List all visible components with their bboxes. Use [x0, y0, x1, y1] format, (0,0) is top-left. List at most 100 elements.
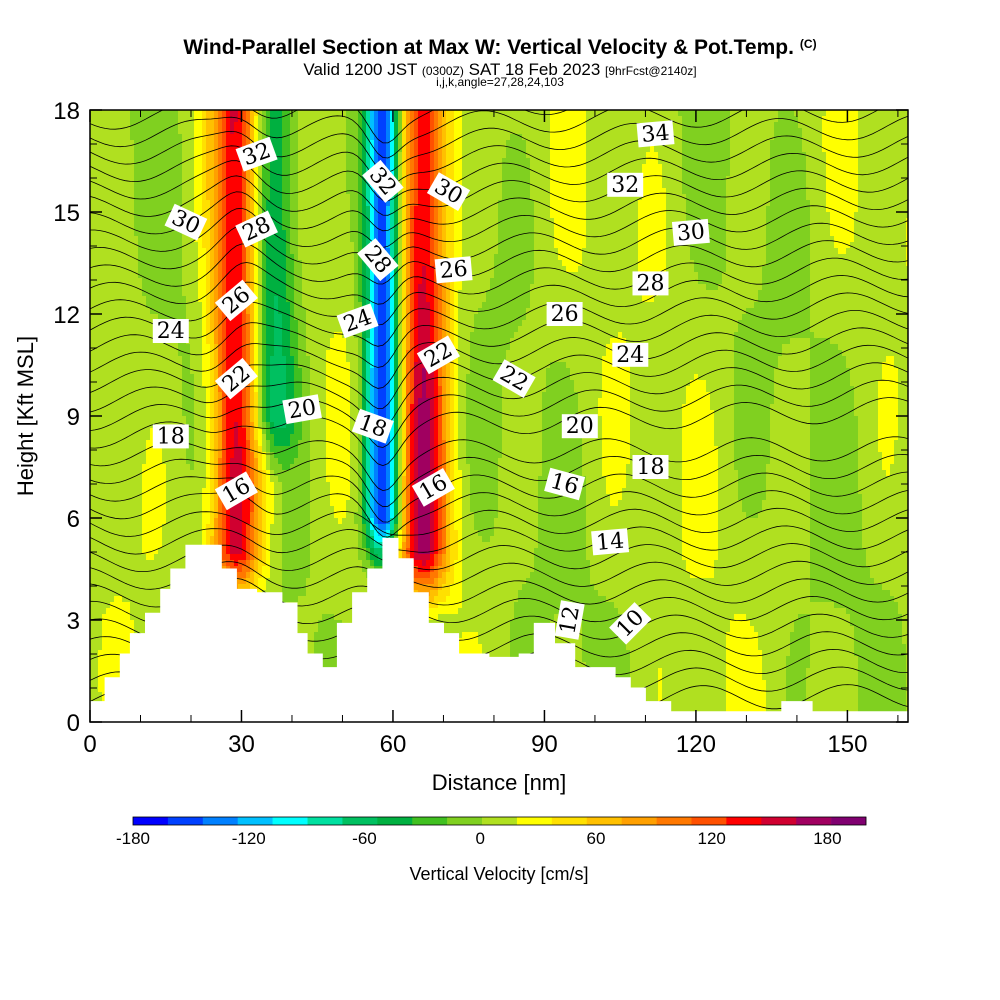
velocity-cell [94, 644, 99, 651]
velocity-cell [170, 554, 175, 561]
velocity-cell [118, 356, 123, 363]
velocity-cell [154, 344, 159, 351]
velocity-cell [122, 506, 127, 513]
velocity-cell [98, 248, 103, 255]
velocity-cell [118, 134, 123, 141]
velocity-cell [130, 242, 135, 249]
velocity-cell [250, 122, 255, 129]
velocity-cell [142, 332, 147, 339]
velocity-cell [158, 182, 163, 189]
velocity-cell [90, 518, 95, 525]
velocity-cell [198, 290, 203, 297]
velocity-cell [206, 254, 211, 261]
velocity-cell [222, 314, 227, 321]
velocity-cell [150, 584, 155, 591]
velocity-cell [98, 602, 103, 609]
velocity-cell [218, 524, 223, 531]
velocity-cell [106, 290, 111, 297]
velocity-cell [174, 140, 179, 147]
velocity-cell [130, 614, 135, 621]
velocity-cell [278, 476, 283, 483]
velocity-cell [94, 464, 99, 471]
velocity-cell [102, 320, 107, 327]
velocity-cell [90, 200, 95, 207]
velocity-cell [274, 158, 279, 165]
velocity-cell [266, 194, 271, 201]
velocity-cell [262, 374, 267, 381]
velocity-cell [158, 170, 163, 177]
velocity-cell [98, 638, 103, 645]
velocity-cell [154, 404, 159, 411]
velocity-cell [122, 248, 127, 255]
velocity-cell [122, 446, 127, 453]
velocity-cell [186, 482, 191, 489]
velocity-cell [178, 524, 183, 531]
velocity-cell [194, 362, 199, 369]
velocity-cell [122, 224, 127, 231]
velocity-cell [278, 302, 283, 309]
velocity-cell [222, 272, 227, 279]
velocity-cell [94, 530, 99, 537]
velocity-cell [278, 380, 283, 387]
velocity-cell [102, 200, 107, 207]
velocity-cell [178, 176, 183, 183]
velocity-cell [258, 272, 263, 279]
velocity-cell [110, 548, 115, 555]
velocity-cell [182, 260, 187, 267]
velocity-cell [262, 242, 267, 249]
velocity-cell [110, 572, 115, 579]
velocity-cell [126, 212, 131, 219]
velocity-cell [166, 272, 171, 279]
velocity-cell [238, 500, 243, 507]
velocity-cell [170, 302, 175, 309]
velocity-cell [106, 464, 111, 471]
velocity-cell [146, 392, 151, 399]
velocity-cell [194, 368, 199, 375]
velocity-cell [238, 134, 243, 141]
velocity-cell [110, 542, 115, 549]
velocity-cell [174, 512, 179, 519]
velocity-cell [230, 338, 235, 345]
velocity-cell [190, 494, 195, 501]
velocity-cell [190, 278, 195, 285]
velocity-cell [138, 140, 143, 147]
velocity-cell [266, 434, 271, 441]
velocity-cell [202, 536, 207, 543]
velocity-cell [134, 152, 139, 159]
velocity-cell [178, 404, 183, 411]
velocity-cell [118, 470, 123, 477]
velocity-cell [210, 146, 215, 153]
velocity-cell [130, 500, 135, 507]
velocity-cell [122, 404, 127, 411]
velocity-cell [126, 176, 131, 183]
velocity-cell [258, 392, 263, 399]
velocity-cell [118, 308, 123, 315]
velocity-cell [266, 236, 271, 243]
velocity-cell [158, 344, 163, 351]
velocity-cell [130, 224, 135, 231]
velocity-cell [130, 428, 135, 435]
velocity-cell [258, 254, 263, 261]
velocity-cell [114, 170, 119, 177]
velocity-cell [98, 626, 103, 633]
velocity-cell [234, 272, 239, 279]
velocity-cell [262, 500, 267, 507]
velocity-cell [238, 392, 243, 399]
velocity-cell [134, 440, 139, 447]
velocity-cell [122, 410, 127, 417]
velocity-cell [90, 686, 95, 693]
velocity-cell [206, 212, 211, 219]
velocity-cell [210, 476, 215, 483]
velocity-cell [150, 290, 155, 297]
velocity-cell [278, 374, 283, 381]
velocity-cell [258, 524, 263, 531]
velocity-cell [178, 410, 183, 417]
velocity-cell [238, 260, 243, 267]
velocity-cell [146, 302, 151, 309]
velocity-cell [190, 350, 195, 357]
velocity-cell [178, 470, 183, 477]
velocity-cell [114, 350, 119, 357]
velocity-cell [202, 296, 207, 303]
velocity-cell [250, 548, 255, 555]
velocity-cell [226, 476, 231, 483]
